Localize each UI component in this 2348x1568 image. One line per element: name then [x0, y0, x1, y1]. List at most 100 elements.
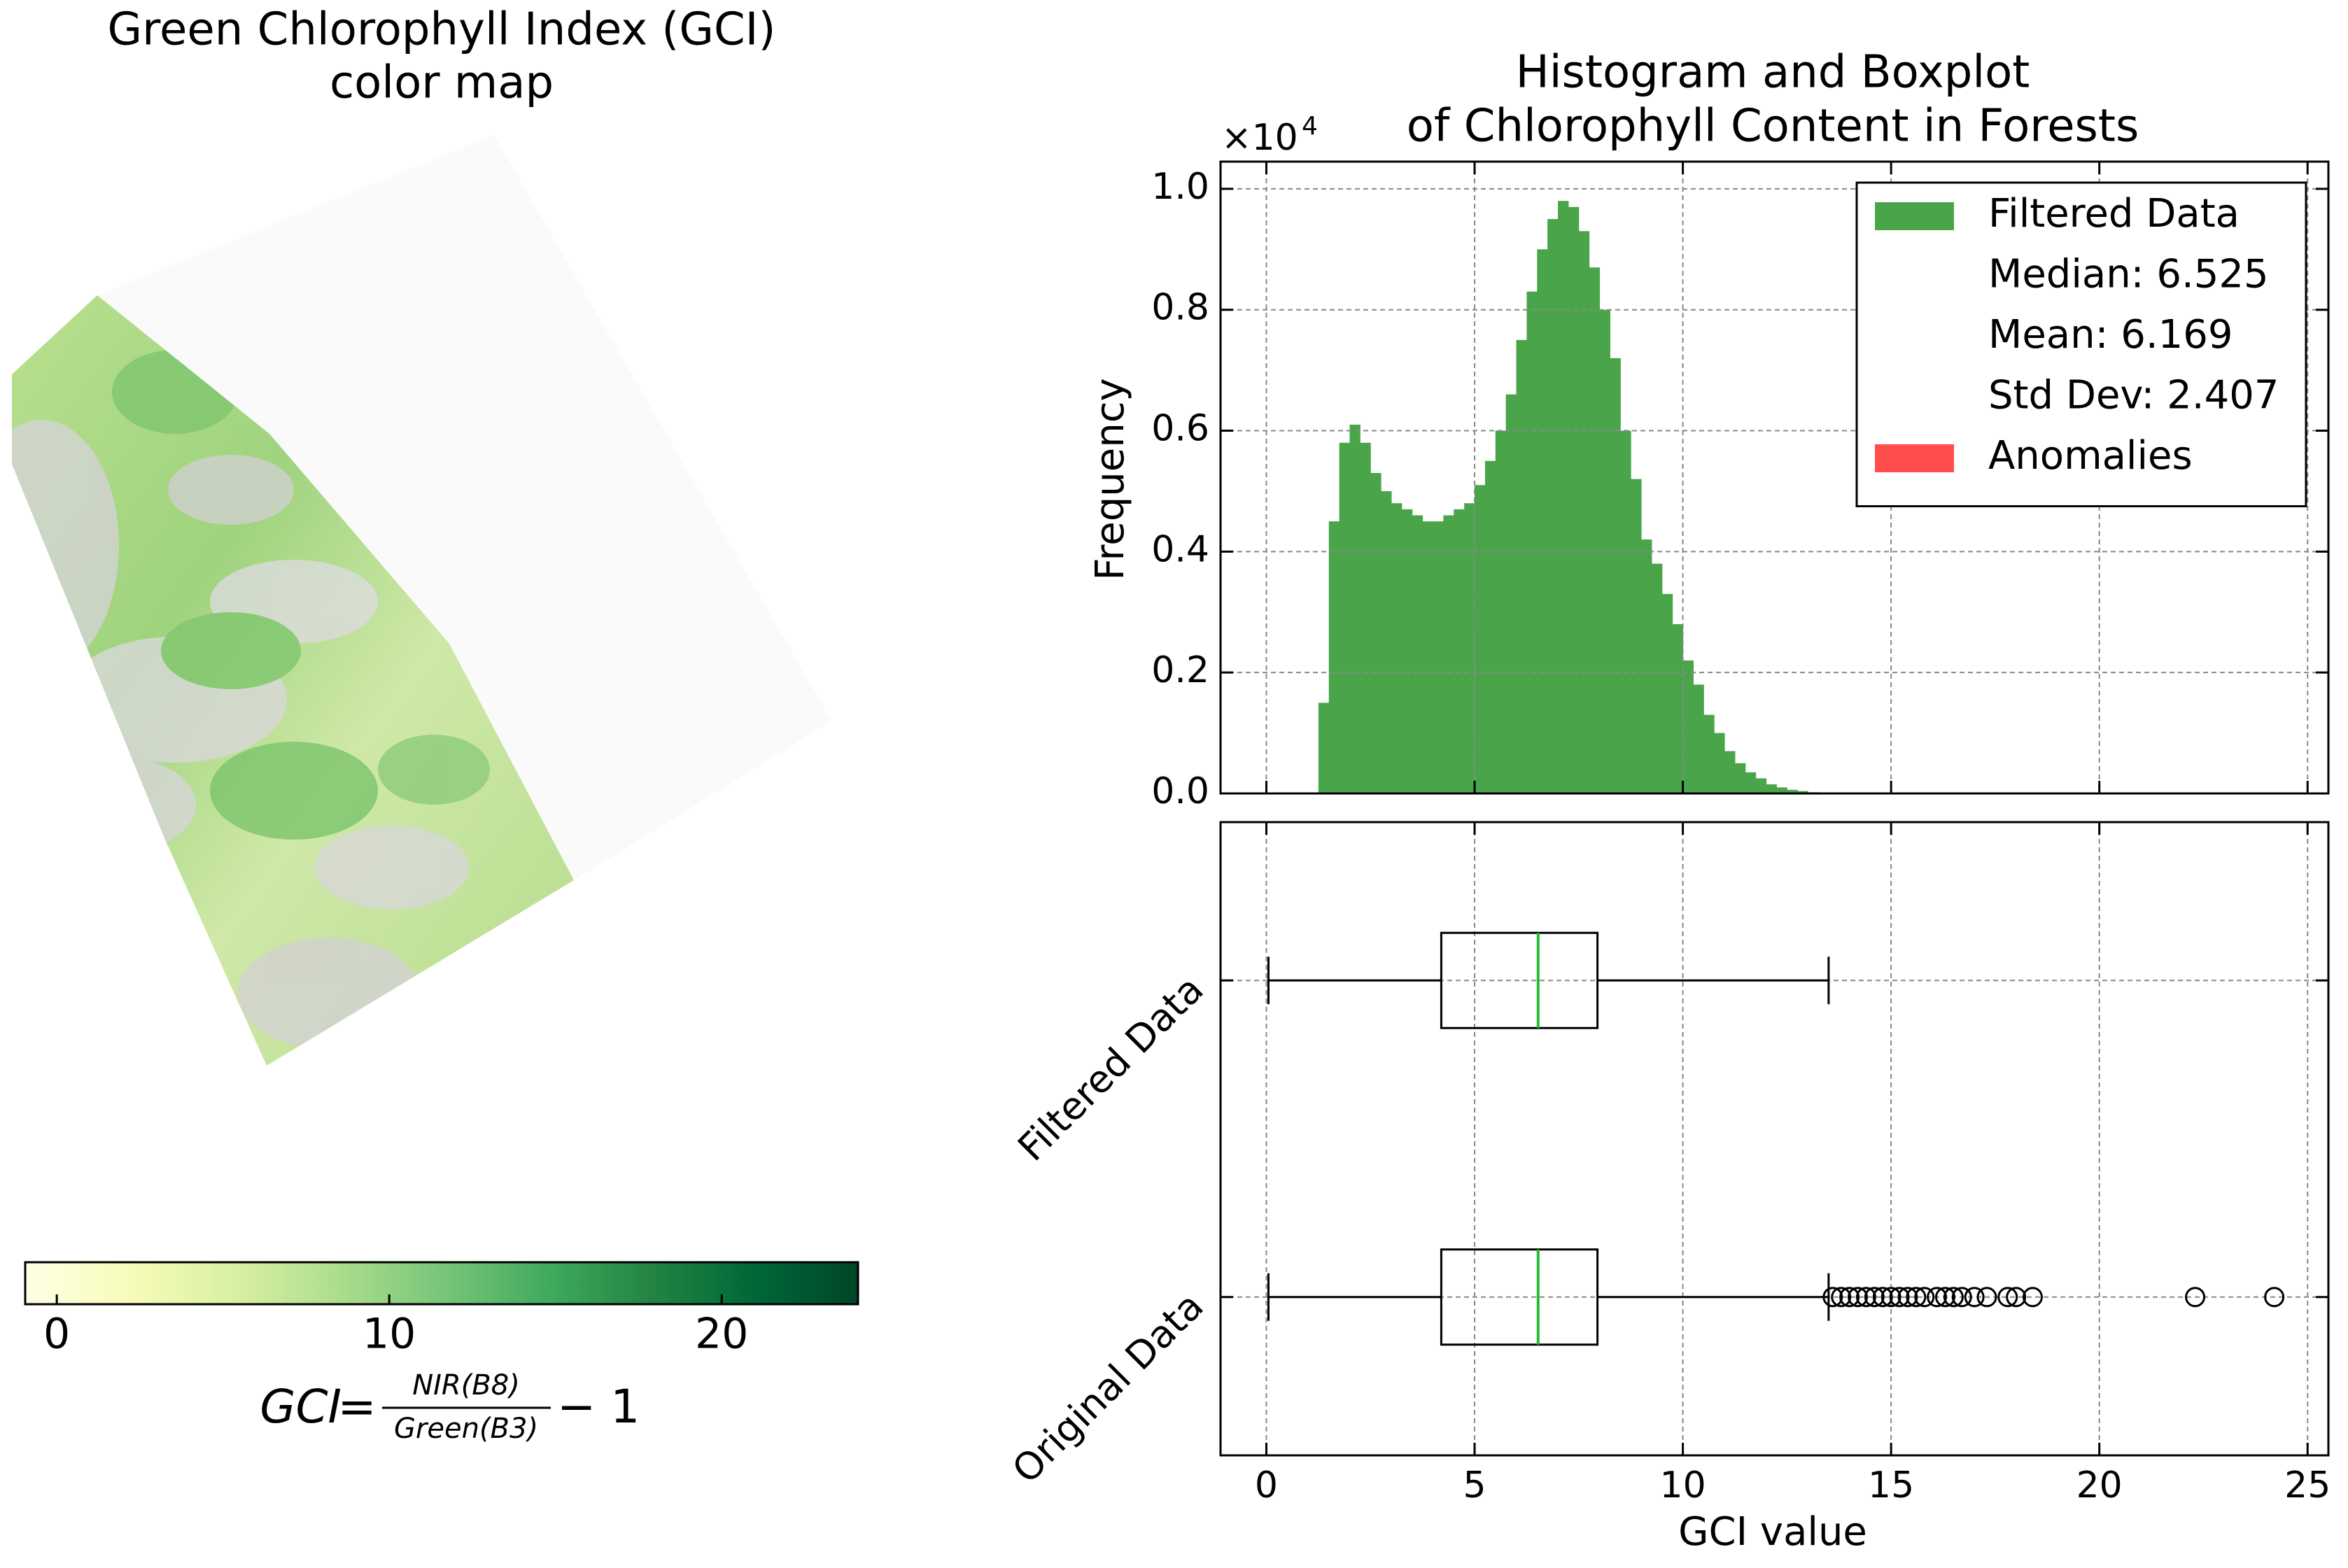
histogram-bar — [1401, 509, 1413, 793]
outlier — [1914, 1287, 1935, 1308]
histogram-bar — [1610, 358, 1621, 794]
histogram-bar — [1568, 206, 1580, 794]
y-tick-label: Original Data — [1004, 1284, 1211, 1492]
histogram-bar — [1693, 684, 1704, 793]
outlier — [1889, 1287, 1910, 1308]
histogram-bar — [1776, 787, 1787, 793]
x-tick-label: 20 — [2076, 1464, 2123, 1506]
formula-rhs: − 1 — [557, 1380, 640, 1434]
histogram-bar — [1516, 339, 1527, 793]
y-tick-label: Filtered Data — [1009, 967, 1211, 1169]
histogram-bar — [1328, 521, 1340, 793]
legend-label: Mean: 6.169 — [1988, 312, 2233, 358]
histogram-bar — [1724, 751, 1736, 793]
formula-numerator: NIR(B8) — [412, 1369, 520, 1401]
box — [1440, 1248, 1599, 1346]
legend-label: Filtered Data — [1988, 191, 2240, 236]
x-tick-label: 5 — [1463, 1464, 1486, 1506]
histogram-bar — [1714, 733, 1725, 793]
outlier — [1927, 1287, 1948, 1308]
outlier — [1943, 1287, 1964, 1308]
histogram-bar — [1484, 460, 1496, 793]
histogram-bar — [1475, 485, 1486, 793]
histogram-bar — [1631, 479, 1642, 793]
histogram-bar — [1703, 714, 1715, 793]
outlier — [1872, 1287, 1893, 1308]
outlier — [1855, 1287, 1876, 1308]
histogram-bar — [1464, 503, 1475, 793]
y-tick-label: 0.8 — [1151, 287, 1209, 329]
histogram-bar — [1339, 442, 1350, 793]
histogram-bar — [1682, 660, 1694, 793]
histogram-bar — [1318, 702, 1330, 793]
x-tick-label: 25 — [2284, 1464, 2331, 1506]
outlier — [1964, 1287, 1985, 1308]
colorbar-tick-label: 10 — [363, 1310, 416, 1359]
outlier — [2264, 1287, 2285, 1308]
formula-lhs: GCI — [260, 1380, 342, 1434]
histogram-bar — [1755, 778, 1767, 793]
y-tick-label: 0.2 — [1151, 649, 1209, 691]
histogram-bar — [1391, 503, 1403, 793]
histogram-bar — [1641, 539, 1652, 793]
histogram-bar — [1672, 624, 1684, 793]
outlier — [1839, 1287, 1860, 1308]
legend-label: Median: 6.525 — [1988, 252, 2269, 297]
formula-denominator: Green(B3) — [394, 1413, 538, 1445]
histogram-bar — [1537, 249, 1548, 794]
legend-label: Anomalies — [1988, 433, 2193, 479]
y-tick-label: 0.6 — [1151, 408, 1209, 450]
histogram-bar — [1433, 521, 1444, 793]
y-multiplier: ×10 — [1221, 117, 1298, 159]
histogram-bar — [1505, 394, 1517, 793]
histogram-bar — [1620, 430, 1631, 793]
colorbar-tick-label: 0 — [43, 1310, 70, 1359]
histogram-bar — [1797, 791, 1808, 793]
histogram-bar — [1787, 789, 1798, 793]
legend-swatch — [1875, 202, 1954, 230]
y-axis-label: Frequency — [1088, 378, 1133, 580]
legend-swatch — [1875, 444, 1954, 472]
histogram-bar — [1661, 593, 1673, 793]
histogram-bar — [1651, 563, 1663, 793]
outlier — [1934, 1287, 1955, 1308]
histogram-bar — [1526, 291, 1538, 794]
legend-label: Std Dev: 2.407 — [1988, 373, 2279, 418]
x-tick-label: 15 — [1868, 1464, 1914, 1506]
outlier — [1822, 1287, 1843, 1308]
outlier — [1848, 1287, 1869, 1308]
hist-title: Histogram and Boxplot — [1516, 47, 2030, 99]
axes-frame — [1219, 160, 2330, 795]
x-tick-label: 10 — [1659, 1464, 1706, 1506]
hist-title: of Chlorophyll Content in Forests — [1407, 101, 2139, 153]
outlier — [1976, 1287, 1997, 1308]
histogram-bar — [1734, 763, 1746, 793]
histogram-bar — [1547, 219, 1559, 793]
histogram-bar — [1589, 267, 1601, 793]
outlier — [2185, 1287, 2206, 1308]
outlier — [1831, 1287, 1852, 1308]
map-image — [12, 135, 831, 1066]
outlier — [1951, 1287, 1972, 1308]
x-tick-label: 0 — [1255, 1464, 1278, 1506]
histogram-bar — [1578, 231, 1590, 794]
map-title: Green Chlorophyll Index (GCI) — [108, 4, 776, 56]
histogram-bar — [1360, 442, 1371, 793]
outlier — [1997, 1287, 2018, 1308]
histogram-bar — [1558, 201, 1569, 793]
histogram-bar — [1412, 515, 1423, 793]
colorbar-tick-label: 20 — [695, 1310, 748, 1359]
histogram-bar — [1349, 424, 1361, 793]
y-tick-label: 0.4 — [1151, 528, 1209, 570]
histogram-bar — [1443, 515, 1454, 793]
histogram-bar — [1422, 521, 1434, 793]
histogram-bar — [1454, 509, 1465, 793]
outlier — [1906, 1287, 1927, 1308]
axes-frame — [1219, 821, 2330, 1457]
colorbar — [24, 1261, 859, 1306]
histogram-bar — [1381, 490, 1392, 793]
outlier — [2022, 1287, 2043, 1308]
histogram-bar — [1495, 430, 1507, 793]
y-tick-label: 1.0 — [1151, 166, 1209, 208]
